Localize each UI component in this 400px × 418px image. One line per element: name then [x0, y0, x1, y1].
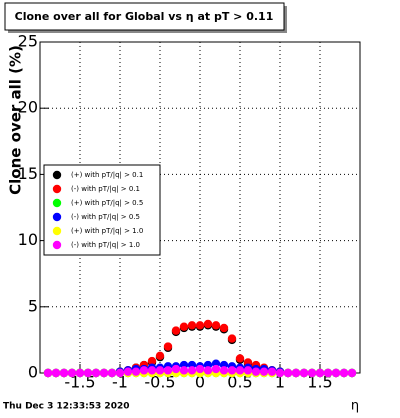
- data-point: [179, 322, 189, 331]
- x-tick-label: 0.5: [227, 373, 252, 392]
- data-point: [187, 366, 197, 375]
- data-point: [59, 368, 69, 378]
- y-tick-label: 5: [28, 296, 38, 315]
- data-point: [147, 366, 157, 375]
- x-axis-label: η: [351, 399, 359, 414]
- x-tick-label: -1.5: [64, 373, 95, 392]
- data-point: [275, 368, 285, 378]
- y-tick-label: 0: [28, 363, 38, 382]
- data-point: [187, 321, 197, 330]
- timestamp: Thu Dec 3 12:33:53 2020: [3, 402, 129, 412]
- data-point: [323, 368, 333, 378]
- legend-label: (+) with pT/|q| > 0.1: [71, 171, 143, 179]
- legend-marker: [52, 226, 62, 236]
- data-point: [155, 366, 165, 375]
- x-tick-label: 1.5: [307, 373, 332, 392]
- data-point: [267, 367, 277, 376]
- data-point: [219, 323, 229, 333]
- legend-label: (-) with pT/|q| > 0.5: [71, 213, 140, 221]
- data-point: [83, 368, 93, 378]
- data-point: [155, 351, 165, 360]
- data-point: [347, 368, 357, 378]
- data-point: [251, 367, 261, 376]
- data-point: [91, 368, 101, 378]
- data-point: [51, 368, 61, 378]
- data-point: [211, 364, 221, 374]
- data-point: [243, 366, 253, 375]
- y-tick-label: 20: [18, 98, 38, 117]
- data-point: [163, 366, 173, 375]
- x-tick-label: 0: [195, 373, 205, 392]
- y-tick-label: 25: [18, 32, 38, 51]
- data-point: [331, 368, 341, 378]
- data-point: [307, 368, 317, 378]
- data-point: [195, 321, 205, 330]
- legend-marker: [52, 184, 62, 194]
- data-point: [147, 356, 157, 366]
- data-point: [283, 368, 293, 378]
- legend-marker: [52, 198, 62, 208]
- title-box: [4, 2, 285, 31]
- legend-box: [43, 164, 161, 256]
- chart-title: Clone over all for Global vs η at pT > 0…: [15, 10, 274, 23]
- legend-marker: [52, 212, 62, 222]
- data-point: [203, 319, 213, 329]
- data-point: [43, 368, 53, 378]
- x-tick-label: -0.5: [144, 373, 175, 392]
- data-point: [315, 368, 325, 378]
- legend-label: (+) with pT/|q| > 0.5: [71, 199, 143, 207]
- legend-label: (+) with pT/|q| > 1.0: [71, 227, 143, 235]
- data-point: [171, 326, 181, 335]
- data-point: [163, 342, 173, 351]
- data-point: [211, 321, 221, 330]
- data-point: [123, 367, 133, 376]
- data-point: [291, 368, 301, 378]
- data-point: [139, 366, 149, 375]
- data-point: [299, 368, 309, 378]
- legend-label: (-) with pT/|q| > 1.0: [71, 241, 140, 249]
- data-point: [99, 368, 109, 378]
- data-point: [115, 368, 125, 378]
- x-tick-label: -1: [112, 373, 128, 392]
- legend-label: (-) with pT/|q| > 0.1: [71, 185, 140, 193]
- data-point: [227, 366, 237, 375]
- data-point: [227, 334, 237, 343]
- data-point: [75, 368, 85, 378]
- data-point: [179, 366, 189, 375]
- y-tick-label: 15: [18, 164, 38, 183]
- y-tick-label: 10: [18, 230, 38, 249]
- data-point: [203, 366, 213, 375]
- legend-marker: [52, 240, 62, 250]
- data-point: [259, 367, 269, 376]
- data-point: [107, 368, 117, 378]
- data-point: [131, 367, 141, 376]
- data-point: [195, 364, 205, 374]
- data-point: [235, 354, 245, 363]
- data-point: [67, 368, 77, 378]
- y-axis-label: Clone over all (%): [7, 45, 25, 195]
- legend-marker: [52, 170, 62, 180]
- data-point: [219, 366, 229, 375]
- x-tick-label: 1: [275, 373, 285, 392]
- data-point: [339, 368, 349, 378]
- data-point: [235, 366, 245, 375]
- data-point: [171, 364, 181, 374]
